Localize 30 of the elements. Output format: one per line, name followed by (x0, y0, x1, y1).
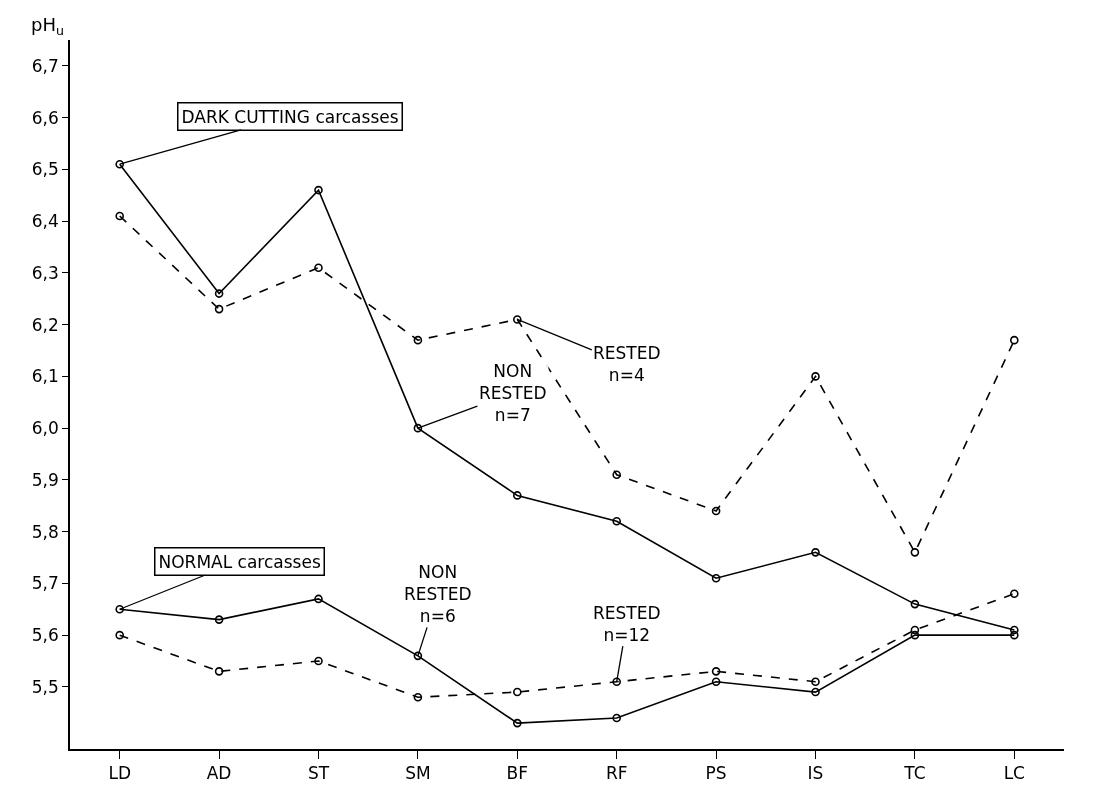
y-tick-label: 6,7 (31, 55, 59, 76)
x-tick-label: LD (108, 763, 131, 784)
x-tick-label: PS (705, 763, 727, 784)
y-tick-label: 6,1 (31, 366, 59, 387)
y-tick-label: 5,5 (31, 676, 59, 697)
x-tick-label: IS (807, 763, 824, 784)
x-tick-label: BF (506, 763, 529, 784)
y-tick-label: 5,7 (31, 573, 59, 594)
annotation: NON RESTED n=7 (479, 361, 547, 426)
x-tick-label: SM (405, 763, 431, 784)
y-tick-label: 6,3 (31, 262, 59, 283)
annotation: NON RESTED n=6 (404, 562, 472, 627)
annotation: RESTED n=12 (593, 603, 661, 646)
y-axis-title: pH$_{u}$ (31, 14, 64, 38)
y-tick-label: 6,0 (31, 418, 59, 439)
y-tick-label: 5,9 (31, 469, 59, 490)
x-tick-label: RF (605, 763, 628, 784)
x-tick-label: TC (903, 763, 926, 784)
y-tick-label: 6,4 (31, 211, 59, 232)
annotation: RESTED n=4 (593, 343, 661, 386)
y-tick-label: 6,2 (31, 314, 59, 335)
y-tick-label: 6,5 (31, 159, 59, 180)
x-tick-label: LC (1003, 763, 1025, 784)
annotation: NORMAL carcasses (158, 551, 321, 572)
x-tick-label: ST (307, 763, 330, 784)
x-tick-label: AD (206, 763, 232, 784)
y-tick-label: 6,6 (31, 107, 59, 128)
y-tick-label: 5,6 (31, 625, 59, 646)
y-tick-label: 5,8 (31, 521, 59, 542)
annotation: DARK CUTTING carcasses (181, 106, 399, 127)
